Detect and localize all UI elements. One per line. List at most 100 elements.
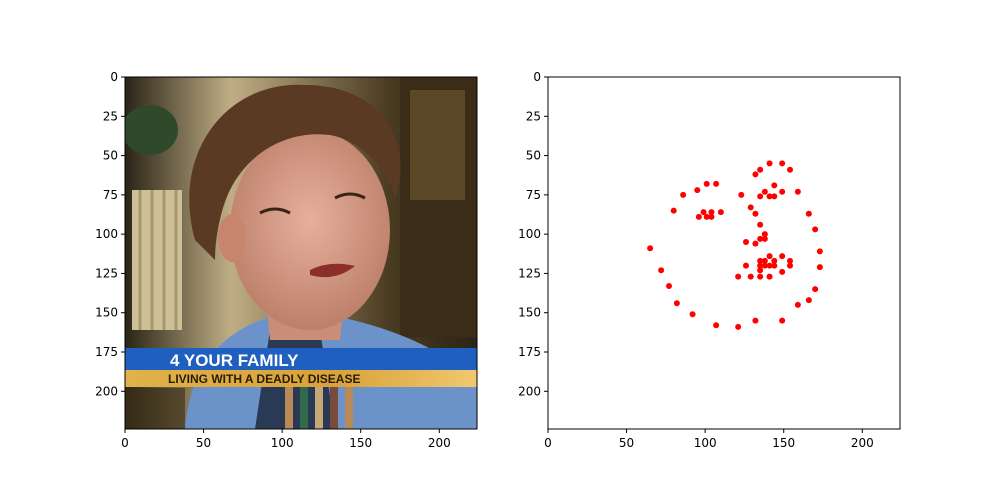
landmark-x-tick-label: 50	[619, 436, 634, 450]
landmark-point	[794, 188, 801, 195]
landmark-point	[752, 171, 759, 178]
photo-y-tick-label: 100	[95, 227, 118, 241]
landmark-point	[680, 191, 687, 198]
landmark-point	[752, 210, 759, 217]
landmark-point	[766, 253, 773, 260]
landmark-point	[713, 180, 720, 187]
landmark-point	[771, 182, 778, 189]
landmark-y-tick-label: 0	[533, 70, 541, 84]
photo-y-tick-label: 150	[95, 306, 118, 320]
landmark-point	[747, 273, 754, 280]
landmark-point	[713, 322, 720, 329]
landmark-y-tick-label: 125	[518, 266, 541, 280]
photo-axes-frame	[124, 76, 478, 430]
photo-x-tick-label: 200	[428, 436, 451, 450]
landmark-ticks: 0 50 100 150 200 0 25 50 75 100 125 150 175 200	[518, 70, 874, 450]
necklace	[285, 385, 353, 429]
cabinet-panel	[410, 90, 465, 200]
landmark-point	[666, 283, 672, 289]
landmark-point	[812, 286, 819, 293]
landmark-point	[812, 226, 819, 233]
landmark-axes-frame	[547, 76, 901, 430]
landmark-point	[695, 213, 702, 220]
landmark-point	[700, 209, 707, 216]
photo-y-tick-label: 25	[103, 109, 118, 123]
landmark-point	[708, 209, 715, 216]
landmark-point	[703, 180, 710, 187]
landmark-point	[771, 193, 778, 200]
landmark-point	[779, 253, 786, 260]
face	[230, 130, 390, 330]
photo-x-tick-label: 150	[349, 436, 372, 450]
landmark-y-tick-label: 200	[518, 384, 541, 398]
landmark-point	[752, 240, 759, 247]
landmark-point	[787, 262, 793, 269]
landmark-point	[738, 191, 745, 198]
landmark-point	[771, 257, 778, 264]
landmark-y-tick-label: 50	[526, 149, 541, 163]
landmark-point	[766, 193, 773, 200]
landmark-y-tick-label: 100	[518, 227, 541, 241]
landmark-point	[658, 267, 665, 274]
landmark-point	[735, 323, 742, 330]
landmark-point	[670, 207, 677, 214]
landmark-point	[761, 257, 768, 264]
plant-shape	[125, 105, 178, 155]
caption-banner-gold	[125, 370, 477, 387]
ear	[218, 214, 246, 262]
photo-y-tick-label: 200	[95, 384, 118, 398]
landmark-point	[779, 188, 786, 195]
landmark-point	[794, 301, 801, 308]
landmark-points	[647, 160, 823, 330]
landmark-point	[703, 213, 710, 220]
landmark-point	[761, 235, 768, 242]
landmark-point	[766, 160, 773, 167]
photo-y-tick-label: 175	[95, 345, 118, 359]
landmark-point	[757, 166, 764, 173]
landmark-point	[743, 239, 749, 245]
caption-main: 4 YOUR FAMILY	[170, 351, 299, 370]
photo-x-tick-label: 0	[121, 436, 129, 450]
landmark-point	[673, 300, 680, 307]
landmark-point	[771, 262, 778, 269]
landmark-point	[757, 193, 764, 200]
landmark-point	[787, 257, 793, 264]
landmark-axes: 0 50 100 150 200 0 25 50 75 100 125 150 175 200	[518, 70, 901, 450]
landmark-point	[757, 221, 764, 228]
landmark-point	[757, 273, 764, 280]
photo-y-tick-label: 75	[103, 188, 118, 202]
caption-banner-blue	[125, 348, 477, 370]
right-eye	[334, 192, 366, 200]
landmark-point	[779, 160, 786, 167]
landmark-x-tick-label: 150	[772, 436, 795, 450]
photo-y-tick-label: 50	[103, 149, 118, 163]
landmark-point	[766, 262, 773, 269]
landmark-point	[752, 317, 759, 324]
landmark-y-tick-label: 150	[518, 306, 541, 320]
landmark-y-tick-label: 25	[526, 109, 541, 123]
caption-sub: LIVING WITH A DEADLY DISEASE	[168, 372, 360, 386]
left-eye	[259, 207, 291, 215]
photo-axes: 4 YOUR FAMILY LIVING WITH A DEADLY DISEA…	[95, 70, 478, 450]
landmark-point	[779, 317, 786, 324]
corner-shade	[125, 388, 185, 429]
landmark-point	[689, 311, 696, 318]
landmark-point	[766, 273, 773, 280]
photo-y-tick-label: 0	[110, 70, 118, 84]
landmark-point	[757, 235, 764, 242]
landmark-point	[757, 257, 764, 264]
landmark-point	[735, 273, 742, 280]
landmark-point	[757, 267, 764, 274]
landmark-point	[761, 188, 768, 195]
landmark-plot-area	[548, 77, 900, 429]
landmark-point	[787, 166, 793, 173]
photo-x-tick-label: 50	[196, 436, 211, 450]
photo-x-tick-label: 100	[271, 436, 294, 450]
photo-ticks: 0 50 100 150 200 0 25 50 75 100 125 150 175 200	[95, 70, 451, 450]
landmark-point	[708, 213, 715, 220]
landmark-point	[816, 248, 823, 255]
landmark-point	[816, 264, 823, 271]
landmark-y-tick-label: 75	[526, 188, 541, 202]
landmark-point	[761, 231, 768, 238]
